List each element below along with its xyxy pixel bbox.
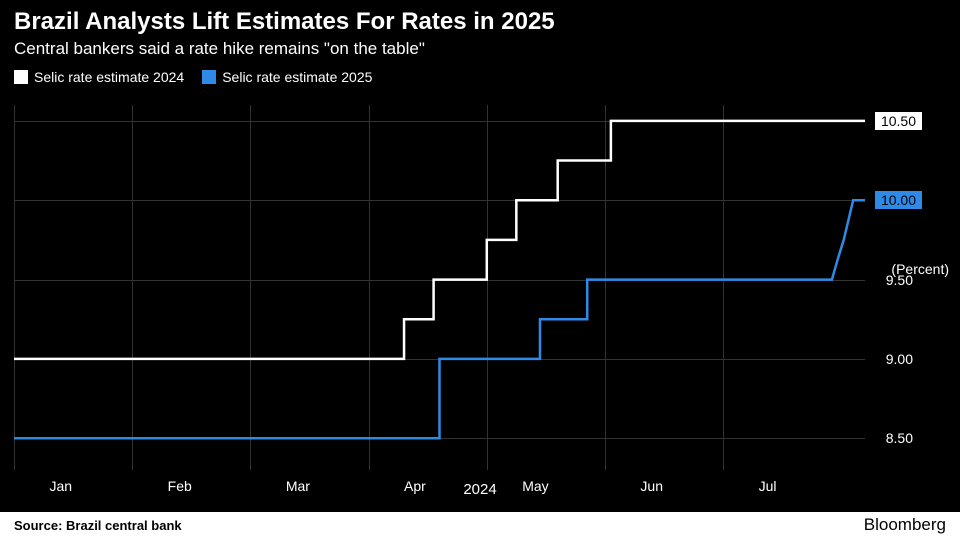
- source-text: Source: Brazil central bank: [14, 518, 182, 533]
- y-tick-label: 8.50: [886, 430, 913, 446]
- series-line-0: [14, 121, 865, 359]
- x-tick-label: May: [522, 478, 548, 494]
- chart-header: Brazil Analysts Lift Estimates For Rates…: [0, 0, 960, 63]
- legend-item-2025: Selic rate estimate 2025: [202, 69, 372, 85]
- brand-text: Bloomberg: [864, 515, 946, 535]
- plot-area: JanFebMarAprMayJunJul10.5010.008.509.009…: [14, 105, 865, 470]
- series-end-badge-1: 10.00: [874, 190, 923, 210]
- x-tick-label: Apr: [404, 478, 426, 494]
- y-axis-title: (Percent): [891, 261, 949, 277]
- legend-label-2025: Selic rate estimate 2025: [222, 69, 372, 85]
- x-tick-label: Jul: [759, 478, 777, 494]
- chart-title: Brazil Analysts Lift Estimates For Rates…: [14, 8, 946, 37]
- legend-item-2024: Selic rate estimate 2024: [14, 69, 184, 85]
- legend-label-2024: Selic rate estimate 2024: [34, 69, 184, 85]
- series-end-badge-0: 10.50: [874, 111, 923, 131]
- chart-subtitle: Central bankers said a rate hike remains…: [14, 39, 946, 59]
- series-svg: [14, 105, 865, 470]
- chart-container: Brazil Analysts Lift Estimates For Rates…: [0, 0, 960, 540]
- chart-legend: Selic rate estimate 2024 Selic rate esti…: [0, 63, 960, 87]
- x-tick-label: Feb: [168, 478, 192, 494]
- x-tick-label: Jun: [640, 478, 663, 494]
- x-tick-label: Jan: [49, 478, 72, 494]
- x-tick-label: Mar: [286, 478, 310, 494]
- y-tick-label: 9.00: [886, 351, 913, 367]
- series-line-1: [14, 200, 865, 438]
- legend-swatch-2025: [202, 70, 216, 84]
- legend-swatch-2024: [14, 70, 28, 84]
- x-axis-label: 2024: [463, 481, 496, 498]
- chart-footer: Source: Brazil central bank Bloomberg: [0, 512, 960, 540]
